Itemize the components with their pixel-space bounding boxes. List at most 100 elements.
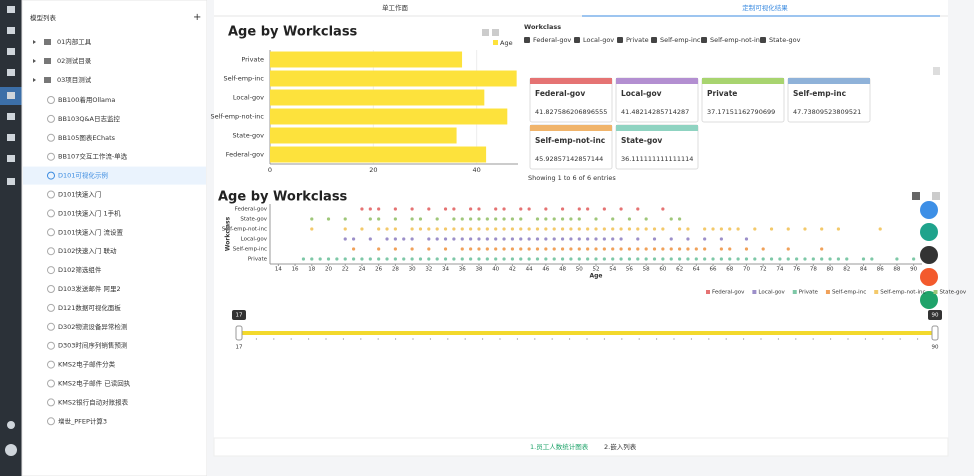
- card-value: 45.92857142857144: [535, 155, 603, 163]
- x-tick-label: 18: [308, 267, 315, 273]
- card-value: 37.17151162790699: [707, 108, 775, 116]
- expand-arrow[interactable]: [33, 59, 36, 63]
- float-button[interactable]: [920, 246, 938, 264]
- add-button[interactable]: +: [193, 12, 201, 23]
- checkbox[interactable]: [617, 37, 623, 43]
- x-axis-title: Age: [589, 273, 602, 280]
- scatter-point: [586, 207, 590, 211]
- checkbox-label[interactable]: State-gov: [769, 36, 801, 44]
- model-label[interactable]: D121数据可视化面板: [58, 303, 121, 312]
- legend-label[interactable]: Local-gov: [758, 290, 785, 296]
- nav-icon[interactable]: [7, 92, 15, 99]
- float-button[interactable]: [920, 291, 938, 309]
- model-icon: [47, 152, 55, 161]
- legend-label[interactable]: Private: [799, 290, 819, 296]
- x-tick-label: 26: [375, 267, 382, 273]
- scatter-point: [494, 227, 498, 231]
- model-label[interactable]: KMS2电子邮件分类: [58, 360, 116, 369]
- tool-icon[interactable]: [482, 29, 489, 36]
- nav-icon[interactable]: [7, 155, 15, 162]
- checkbox[interactable]: [524, 37, 530, 43]
- model-label[interactable]: D302物流设备异常检测: [58, 322, 128, 331]
- model-label[interactable]: D101可视化示例: [58, 171, 108, 180]
- checkbox[interactable]: [651, 37, 657, 43]
- model-label[interactable]: D102筛选组件: [58, 265, 102, 274]
- cloud-icon[interactable]: [7, 421, 15, 429]
- checkbox-label[interactable]: Self-emp-not-inc: [710, 36, 764, 44]
- model-label[interactable]: KMS2银行自动对账报表: [58, 397, 129, 406]
- tab[interactable]: 单工作面: [382, 3, 409, 12]
- slider-handle[interactable]: [235, 325, 243, 341]
- float-button[interactable]: [920, 223, 938, 241]
- scatter-point: [719, 237, 723, 241]
- nav-icon[interactable]: [7, 48, 15, 55]
- x-tick-label: 64: [693, 267, 700, 273]
- model-label[interactable]: D101快速入门 流设置: [58, 227, 123, 236]
- model-icon: [47, 303, 55, 312]
- model-label[interactable]: BB100着用Ollama: [58, 95, 115, 104]
- model-label[interactable]: D101快速入门: [58, 190, 101, 199]
- folder-label[interactable]: 02测试目录: [57, 56, 92, 65]
- scatter-point: [686, 257, 690, 261]
- expand-arrow[interactable]: [33, 40, 36, 44]
- model-label[interactable]: D303时间序列销售预测: [58, 341, 128, 350]
- model-label[interactable]: BB103Q&A日志监控: [58, 114, 120, 123]
- tool-icon[interactable]: [932, 192, 940, 200]
- bottom-tab[interactable]: 1.员工人数统计图表: [530, 442, 589, 451]
- scatter-point: [719, 257, 723, 261]
- folder-label[interactable]: 01内部工具: [57, 37, 92, 46]
- avatar[interactable]: [5, 444, 17, 456]
- legend-label[interactable]: Self-emp-not-inc: [880, 290, 925, 296]
- scatter-point: [452, 237, 456, 241]
- model-label[interactable]: D101快速入门 1手机: [58, 208, 121, 217]
- nav-icon[interactable]: [7, 134, 15, 141]
- scatter-point: [393, 247, 397, 251]
- model-icon: [47, 266, 55, 275]
- float-button[interactable]: [920, 201, 938, 219]
- slider-handle[interactable]: [931, 325, 939, 341]
- tool-icon[interactable]: [492, 29, 499, 36]
- scatter-point: [477, 227, 481, 231]
- scatter-point: [644, 257, 648, 261]
- checkbox[interactable]: [760, 37, 766, 43]
- x-tick-label: 36: [459, 267, 466, 273]
- scroll-button[interactable]: [933, 67, 940, 75]
- tab[interactable]: 定制可视化结果: [742, 3, 788, 12]
- selected-row: [23, 166, 206, 185]
- checkbox-label[interactable]: Private: [626, 36, 649, 44]
- scatter-point: [803, 257, 807, 261]
- checkbox-label[interactable]: Local-gov: [583, 36, 614, 44]
- tool-icon[interactable]: [912, 192, 920, 200]
- scatter-point: [427, 247, 431, 251]
- nav-icon[interactable]: [7, 113, 15, 120]
- model-label[interactable]: 增世_PFEP计算3: [58, 416, 107, 425]
- checkbox[interactable]: [574, 37, 580, 43]
- float-button[interactable]: [920, 268, 938, 286]
- scatter-point: [535, 257, 540, 261]
- expand-arrow[interactable]: [33, 78, 36, 82]
- x-tick-label: 48: [559, 267, 566, 273]
- model-label[interactable]: D103发送邮件 阿里2: [58, 284, 121, 293]
- checkbox[interactable]: [701, 37, 707, 43]
- model-label[interactable]: KMS2电子邮件 已读回执: [58, 379, 131, 388]
- scatter-point: [761, 247, 765, 251]
- folder-label[interactable]: 03项目测试: [57, 75, 92, 84]
- nav-icon[interactable]: [7, 178, 15, 185]
- model-label[interactable]: BB105图表EChats: [58, 133, 116, 142]
- checkbox-label[interactable]: Self-emp-inc: [660, 36, 701, 44]
- x-tick-label: 54: [609, 267, 616, 273]
- checkbox-label[interactable]: Federal-gov: [533, 36, 571, 44]
- scatter-point: [686, 237, 690, 241]
- nav-icon[interactable]: [7, 69, 15, 76]
- legend-label[interactable]: Self-emp-inc: [832, 290, 866, 296]
- scatter-point: [602, 207, 606, 211]
- nav-icon[interactable]: [7, 27, 15, 34]
- legend-label[interactable]: Federal-gov: [712, 290, 745, 296]
- model-label[interactable]: D102快速入门 联动: [58, 246, 117, 255]
- bottom-tab[interactable]: 2.嵌入列表: [604, 442, 637, 451]
- legend-label[interactable]: State-gov: [940, 290, 967, 296]
- home-icon[interactable]: [7, 6, 15, 13]
- scatter-point: [795, 257, 799, 261]
- model-label[interactable]: BB107交互工作流-单选: [58, 152, 128, 161]
